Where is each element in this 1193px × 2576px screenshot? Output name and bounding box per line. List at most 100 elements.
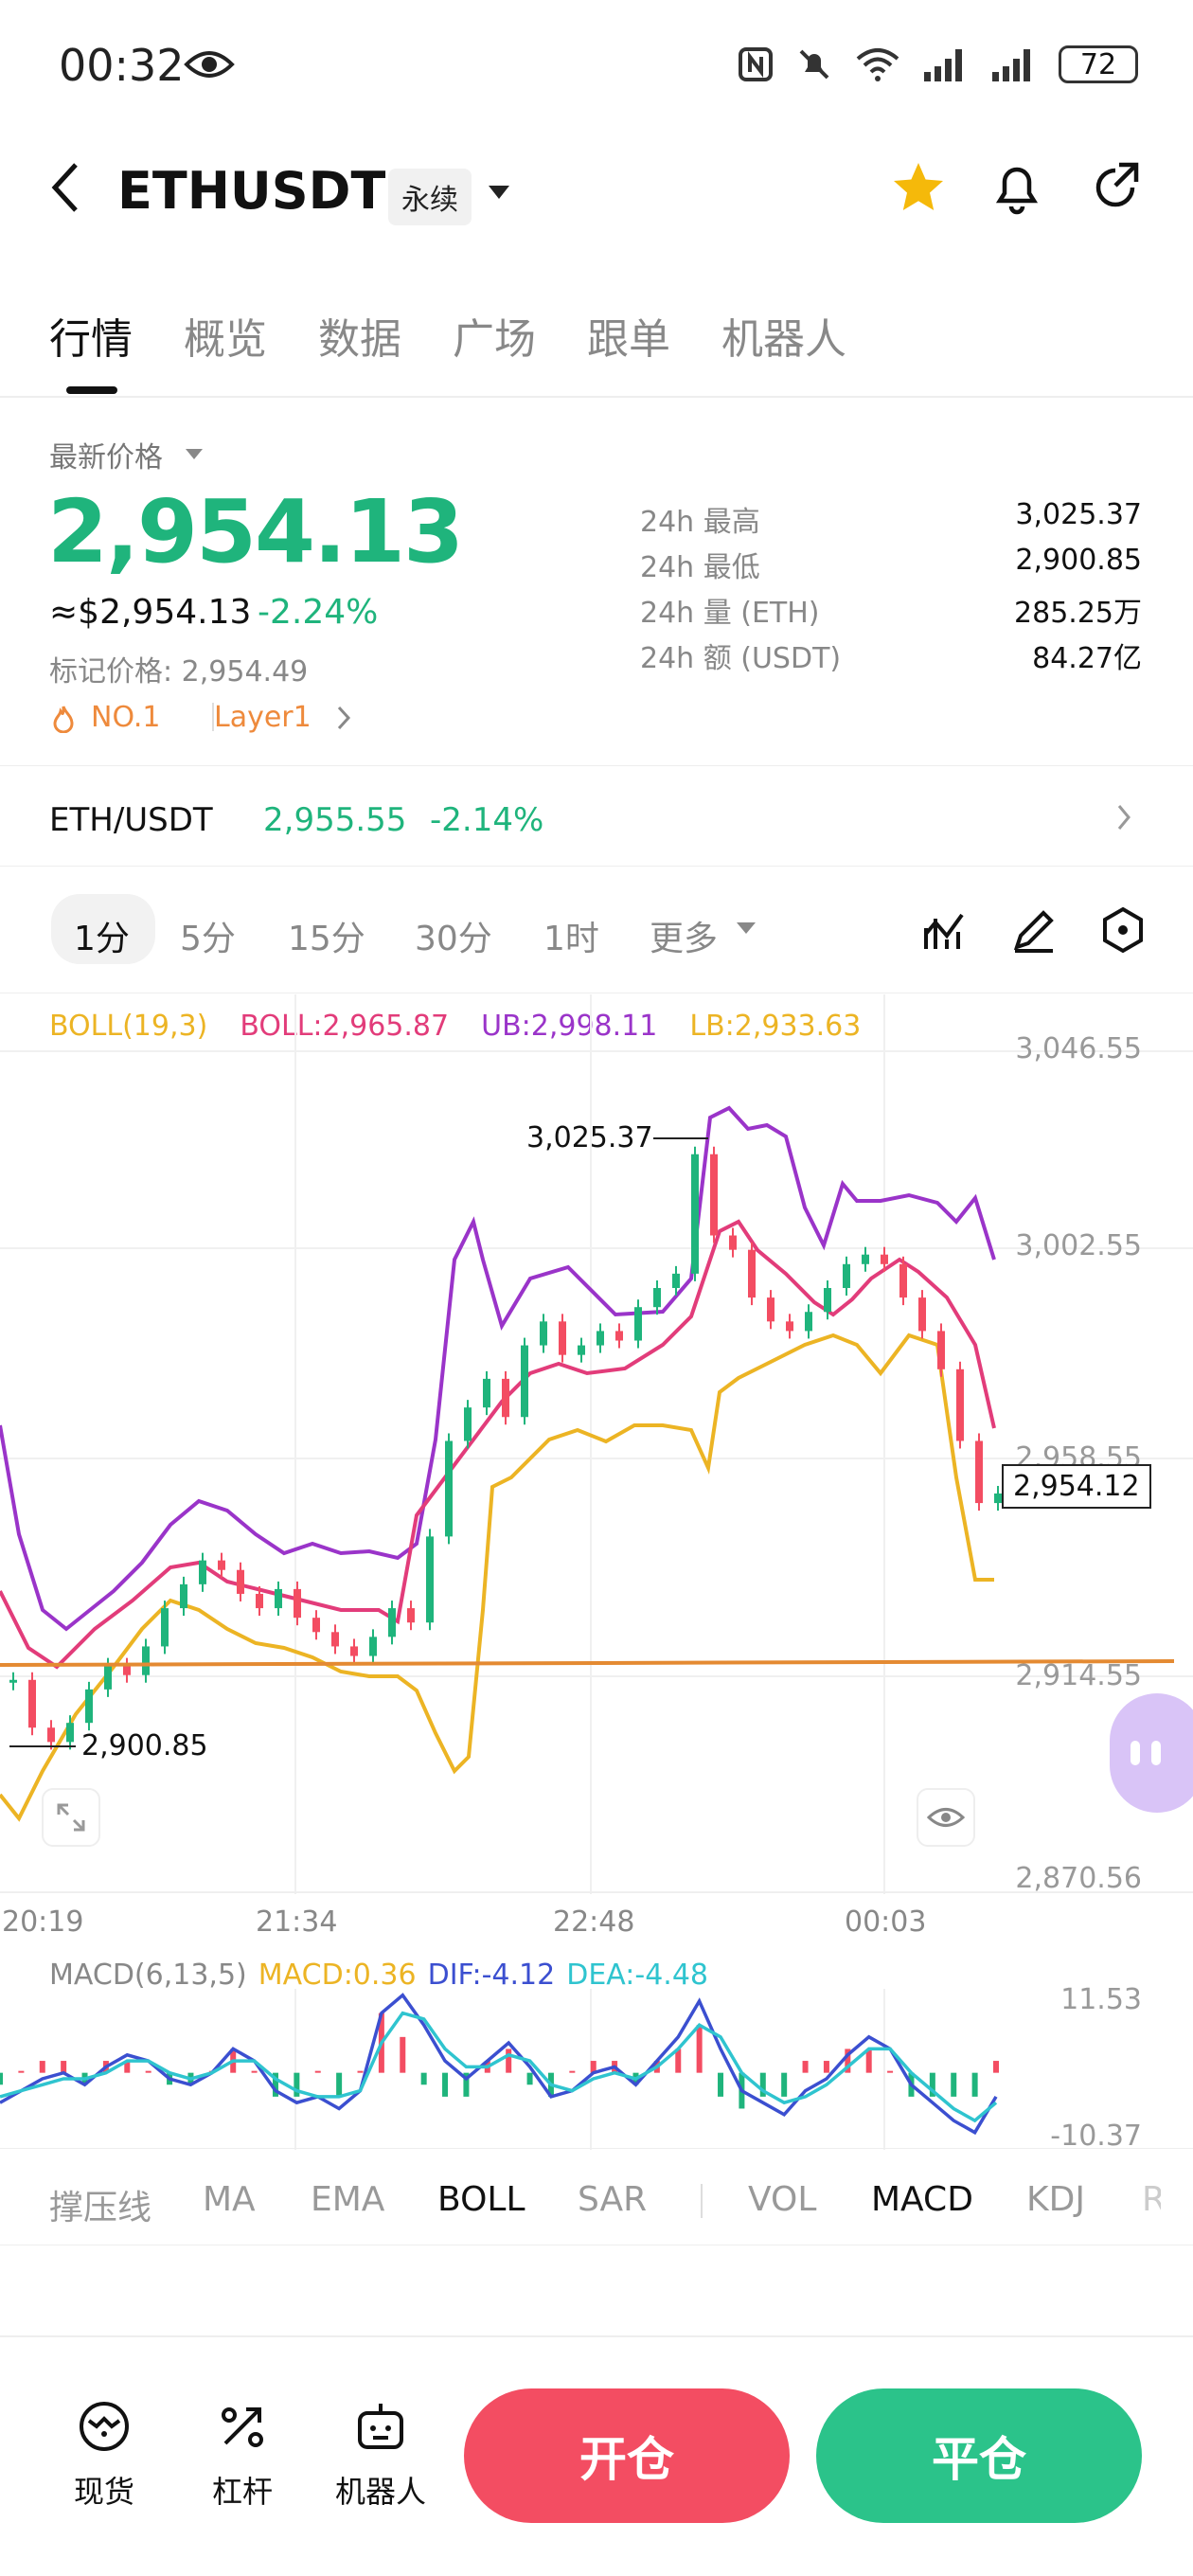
macd-bar (865, 2048, 872, 2073)
indicator-more[interactable]: R (1142, 2180, 1161, 2219)
boll-legend: BOLL(19,3) BOLL:2,965.87 UB:2,998.11 LB:… (49, 1010, 861, 1043)
macd-dea-value: DEA:-4.48 (566, 1959, 708, 1992)
mute-bell-icon (799, 49, 829, 80)
tab-bots[interactable]: 机器人 (721, 315, 846, 364)
active-tab-indicator (66, 386, 117, 394)
horizontal-price-line (0, 1659, 1175, 1667)
candle (275, 1588, 282, 1609)
candle (937, 1331, 945, 1369)
stat-high-label: 24h 最高 (640, 506, 760, 539)
tab-copy-trade[interactable]: 跟单 (587, 315, 670, 364)
candle (9, 1679, 17, 1683)
indicator-ema[interactable]: EMA (311, 2180, 385, 2219)
interval-more[interactable]: 更多 (650, 920, 719, 958)
indicator-kdj[interactable]: KDJ (1026, 2180, 1085, 2219)
boll-lower-line (0, 1333, 994, 1822)
chevron-right-icon[interactable] (335, 705, 352, 735)
favorite-star-icon[interactable] (888, 157, 949, 218)
high-price-marker: 3,025.37 (526, 1121, 653, 1154)
interval-30m[interactable]: 30分 (415, 920, 492, 958)
signal-icon-2 (992, 49, 1030, 81)
macd-bar (845, 2048, 851, 2073)
close-position-button[interactable]: 平仓 (816, 2388, 1142, 2523)
boll-mid-line (0, 1219, 996, 1670)
nfc-icon (739, 47, 773, 81)
candle (142, 1646, 150, 1675)
macd-bar (675, 2048, 682, 2073)
candle (350, 1646, 358, 1656)
macd-chart[interactable] (0, 1989, 1193, 2150)
draw-pen-icon[interactable] (1009, 905, 1059, 958)
tab-data[interactable]: 数据 (318, 315, 401, 364)
indicator-support-resistance[interactable]: 撑压线 (49, 2189, 152, 2227)
back-arrow-icon[interactable] (47, 159, 85, 220)
tab-overview[interactable]: 概览 (184, 315, 267, 364)
macd-bar (526, 2072, 533, 2085)
nav-spot[interactable]: 现货 (47, 2398, 161, 2512)
change-percent: -2.24% (258, 593, 379, 632)
usd-price: ≈$2,954.13 (49, 593, 252, 632)
macd-bar (442, 2072, 449, 2097)
indicator-ma[interactable]: MA (203, 2180, 256, 2219)
tab-market[interactable]: 行情 (49, 315, 133, 364)
indicator-settings-icon[interactable] (920, 907, 968, 958)
flame-icon (51, 705, 76, 737)
candle (256, 1593, 263, 1609)
macd-dif-line (0, 1993, 998, 2136)
candle (956, 1368, 964, 1441)
symbol-dropdown-icon[interactable] (489, 186, 509, 199)
contract-type-badge[interactable]: 永续 (388, 169, 472, 225)
indicator-sar[interactable]: SAR (578, 2180, 648, 2219)
macd-bar (145, 2070, 151, 2073)
nav-bots[interactable]: 机器人 (324, 2398, 437, 2512)
candle (28, 1679, 36, 1728)
share-icon[interactable] (1085, 157, 1146, 218)
candle (331, 1632, 339, 1647)
indicator-vol[interactable]: VOL (748, 2180, 817, 2219)
nav-margin[interactable]: 杠杆 (186, 2398, 299, 2512)
interval-15m[interactable]: 15分 (288, 920, 365, 958)
macd-bar (993, 2061, 999, 2073)
latest-price-dropdown-icon[interactable] (186, 449, 203, 459)
category-tag[interactable]: Layer1 (214, 701, 312, 734)
macd-bar (336, 2072, 343, 2097)
y-tick: 3,002.55 (1015, 1229, 1142, 1262)
interval-1h[interactable]: 1时 (543, 920, 599, 958)
x-tick: 22:48 (553, 1905, 635, 1939)
candle (407, 1608, 415, 1623)
assistant-bubble[interactable] (1110, 1693, 1193, 1813)
mark-price: 标记价格: 2,954.49 (49, 655, 309, 689)
candle (180, 1583, 187, 1609)
candle (805, 1312, 812, 1332)
chart-settings-icon[interactable] (1098, 905, 1148, 958)
fullscreen-button[interactable] (42, 1788, 100, 1847)
alert-bell-icon[interactable] (987, 157, 1047, 218)
indicator-separator (701, 2184, 703, 2218)
candle (578, 1345, 585, 1355)
symbol-title[interactable]: ETHUSDT (117, 161, 386, 221)
open-position-button[interactable]: 开仓 (464, 2388, 790, 2523)
macd-dif-value: DIF:-4.12 (427, 1959, 556, 1992)
stat-low-value: 2,900.85 (1015, 544, 1142, 577)
latest-price-label[interactable]: 最新价格 (49, 441, 163, 474)
candle (994, 1493, 1002, 1504)
visibility-button[interactable] (917, 1788, 975, 1847)
candle (312, 1618, 320, 1633)
tab-square[interactable]: 广场 (453, 315, 536, 364)
interval-more-caret-icon[interactable] (737, 922, 756, 934)
y-tick: 2,870.56 (1015, 1862, 1142, 1895)
macd-dea-line (0, 2011, 998, 2123)
tag-separator (212, 703, 214, 731)
chevron-right-icon[interactable] (1115, 803, 1132, 835)
x-tick: 20:19 (2, 1905, 84, 1939)
rank-tag[interactable]: NO.1 (91, 701, 161, 734)
nav-spot-label: 现货 (73, 2474, 134, 2510)
indicator-boll[interactable]: BOLL (437, 2180, 525, 2219)
macd-bar (802, 2061, 809, 2073)
y-tick: 2,914.55 (1015, 1659, 1142, 1692)
interval-1m[interactable]: 1分 (74, 920, 130, 958)
indicator-macd[interactable]: MACD (871, 2180, 973, 2219)
interval-5m[interactable]: 5分 (180, 920, 236, 958)
candle (237, 1569, 244, 1594)
macd-bar (124, 2061, 131, 2073)
